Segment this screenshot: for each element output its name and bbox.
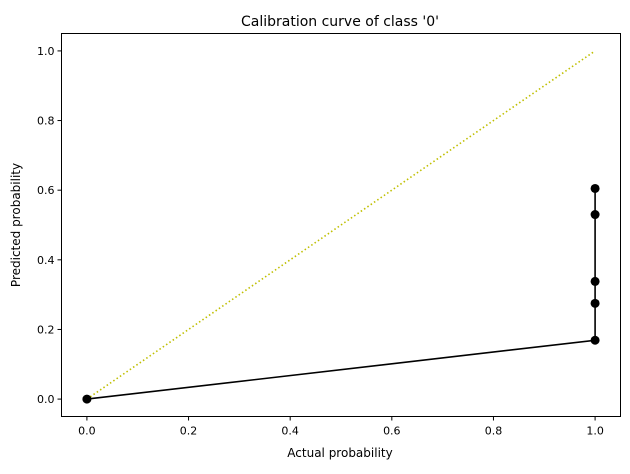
calibration-point [590,210,600,220]
x-tick-label: 0.8 [485,425,503,438]
y-tick-label: 0.0 [37,393,55,406]
x-tick-label: 0.4 [281,425,299,438]
y-tick-label: 0.2 [37,323,55,336]
x-tick-label: 1.0 [586,425,604,438]
calibration-point [590,276,600,286]
y-tick-label: 1.0 [37,45,55,58]
y-tick-label: 0.8 [37,115,55,128]
y-axis-label: Predicted probability [9,163,23,287]
perfect-calibration-line [86,50,596,400]
x-tick-label: 0.6 [383,425,401,438]
calibration-point [590,183,600,193]
x-tick-label: 0.0 [78,425,96,438]
calibration-point [82,394,92,404]
calibration-curve-line [86,188,596,400]
y-tick-label: 0.6 [37,184,55,197]
plot-frame [61,33,621,417]
x-axis-label: Actual probability [287,446,392,460]
chart-title: Calibration curve of class '0' [241,14,439,30]
x-tick-label: 0.2 [180,425,198,438]
calibration-point [590,298,600,308]
y-tick-label: 0.4 [37,254,55,267]
calibration-point [590,335,600,345]
